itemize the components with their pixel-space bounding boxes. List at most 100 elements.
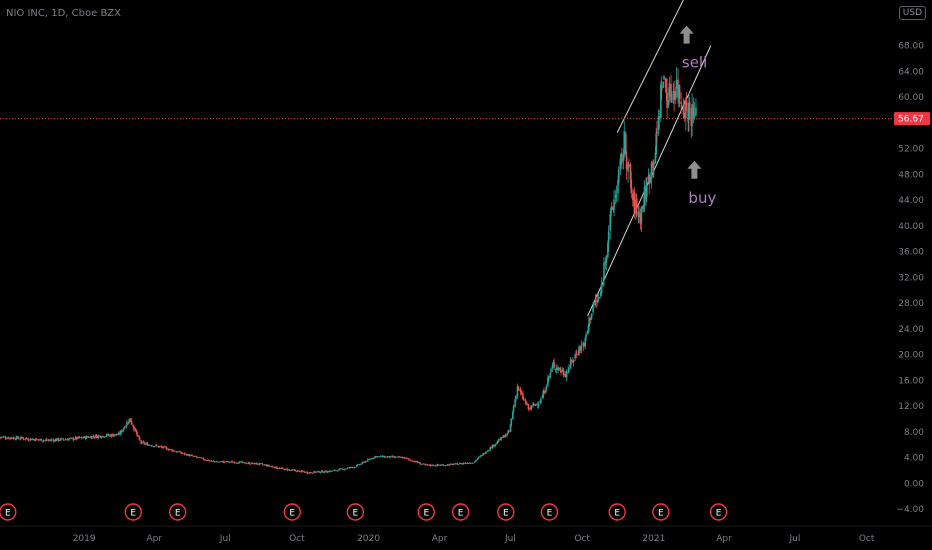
- candle: [20, 435, 22, 440]
- earnings-marker[interactable]: E: [417, 503, 435, 521]
- candle: [239, 460, 241, 463]
- candle: [191, 454, 194, 457]
- x-tick-label: Apr: [716, 534, 732, 544]
- candle: [186, 453, 188, 457]
- x-tick-label: 2019: [73, 534, 96, 544]
- earnings-marker[interactable]: E: [283, 503, 301, 521]
- svg-text:E: E: [289, 509, 295, 519]
- candle: [391, 455, 394, 458]
- candle: [457, 464, 460, 465]
- candle: [465, 462, 467, 465]
- candle: [607, 240, 609, 260]
- candle: [158, 445, 161, 448]
- earnings-marker[interactable]: E: [652, 503, 670, 521]
- candle: [181, 452, 184, 455]
- candle: [462, 462, 465, 465]
- candle: [525, 400, 527, 406]
- candle: [362, 461, 364, 463]
- candle: [229, 461, 231, 463]
- candle: [625, 131, 627, 157]
- svg-text:E: E: [503, 509, 509, 519]
- candle: [63, 439, 65, 442]
- candle: [214, 461, 216, 463]
- candle: [201, 457, 203, 459]
- candle: [325, 470, 328, 473]
- candle: [533, 402, 535, 406]
- y-tick-label: 24.00: [898, 325, 924, 335]
- annotation-buy[interactable]: buy: [687, 160, 716, 207]
- candle: [70, 437, 73, 439]
- candle: [364, 460, 367, 463]
- candle: [372, 457, 375, 460]
- candle: [522, 390, 524, 400]
- candle: [289, 469, 291, 471]
- svg-text:E: E: [353, 509, 359, 519]
- candle: [223, 461, 226, 463]
- candle: [256, 463, 258, 465]
- candle: [540, 396, 542, 405]
- candle: [630, 171, 633, 199]
- candle: [688, 97, 691, 120]
- candle: [444, 464, 447, 467]
- candle: [472, 462, 474, 464]
- candle: [93, 435, 96, 440]
- candle: [482, 452, 484, 456]
- earnings-marker[interactable]: E: [168, 503, 187, 521]
- candle: [136, 431, 138, 438]
- candle: [248, 461, 251, 465]
- candle: [650, 160, 653, 189]
- candle: [691, 93, 693, 137]
- candle: [120, 429, 123, 433]
- candle: [374, 455, 377, 458]
- candle: [195, 455, 198, 458]
- candle: [635, 193, 638, 218]
- candle: [678, 84, 681, 108]
- candle: [595, 294, 597, 309]
- candle: [275, 466, 278, 469]
- candle: [294, 469, 297, 472]
- candle: [420, 463, 422, 465]
- candle: [299, 470, 301, 473]
- earnings-marker[interactable]: E: [497, 503, 515, 521]
- candle: [25, 437, 28, 440]
- candle: [600, 277, 603, 296]
- candle: [427, 464, 429, 466]
- x-tick-label: Apr: [147, 534, 163, 544]
- candle: [660, 76, 663, 100]
- currency-button[interactable]: USD: [898, 6, 926, 20]
- candle: [198, 457, 201, 459]
- candle: [60, 438, 63, 440]
- candle: [57, 437, 60, 442]
- candle: [42, 439, 45, 443]
- candle: [301, 469, 304, 472]
- candle: [349, 466, 352, 469]
- earnings-marker[interactable]: E: [124, 503, 142, 521]
- earnings-marker[interactable]: E: [0, 503, 17, 521]
- candle: [504, 433, 507, 438]
- svg-text:sell: sell: [682, 54, 707, 72]
- candle: [183, 452, 186, 456]
- earnings-marker[interactable]: E: [608, 503, 626, 521]
- trendline-upper[interactable]: [616, 0, 699, 133]
- earnings-marker[interactable]: E: [709, 503, 728, 521]
- candle: [95, 434, 98, 438]
- y-tick-label: 4.00: [904, 454, 924, 464]
- candle: [4, 435, 7, 441]
- candle: [397, 455, 400, 458]
- candle: [512, 404, 515, 414]
- candle: [663, 74, 665, 81]
- candle: [73, 438, 75, 441]
- candle: [329, 470, 332, 473]
- earnings-marker[interactable]: E: [346, 503, 365, 521]
- earnings-marker[interactable]: E: [451, 503, 470, 521]
- earnings-marker[interactable]: E: [540, 503, 559, 521]
- annotation-sell[interactable]: sell: [679, 25, 708, 72]
- candle: [352, 467, 354, 469]
- candle: [110, 433, 113, 438]
- candle: [510, 418, 513, 428]
- y-axis: 68.00 64.00 60.00 52.00 48.00 44.00 40.00 36.00…: [896, 42, 924, 515]
- candle: [628, 158, 630, 168]
- candle: [492, 444, 495, 448]
- candle: [38, 438, 40, 442]
